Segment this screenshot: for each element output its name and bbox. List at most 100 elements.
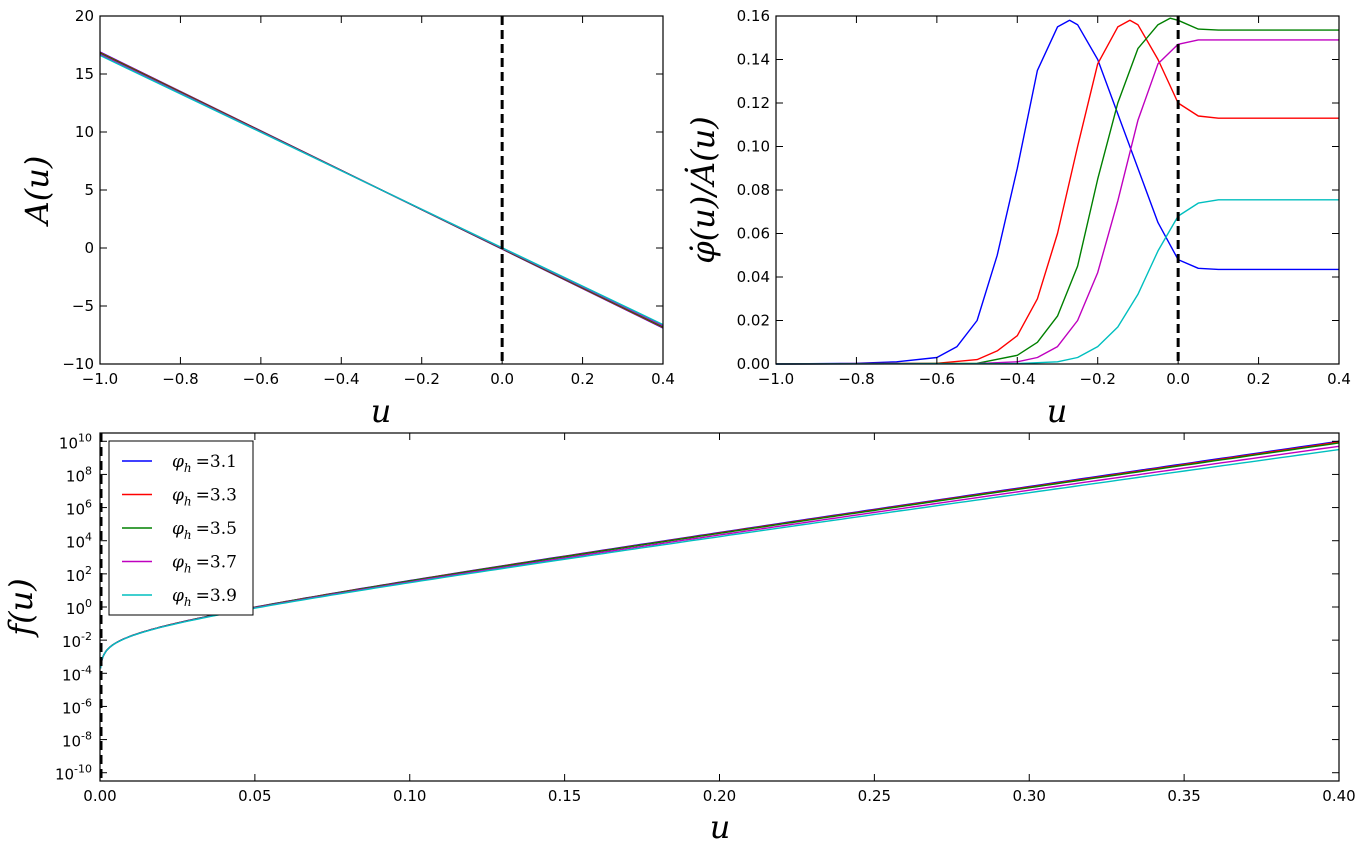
legend-subscript: h [184,595,192,609]
y-tick-label: 108 [66,464,92,485]
y-tick-exponent: -10 [74,763,92,776]
legend-value: =3.3 [196,486,237,506]
x-tick-label: 0.30 [1013,787,1046,805]
panel-c-xlabel: u [710,808,731,844]
x-tick-label: −0.4 [999,370,1035,388]
x-tick-label: −0.4 [323,370,359,388]
y-tick-label: 0.02 [737,312,770,330]
legend-value: =3.1 [196,452,237,472]
legend-value: =3.9 [196,586,237,606]
y-tick-label: 0.12 [737,94,770,112]
panel-b: −1.0 −0.8 −0.6 −0.4 −0.2 0.0 0.2 0.4 0.00 0.02 0.0… [684,7,1351,430]
series-line-0 [775,19,1339,365]
y-tick-exponent: 4 [85,531,92,544]
panel-c-legend: φh =3.1φh =3.3φh =3.5φh =3.7φh =3.9 [108,440,254,616]
y-tick-base: 10 [66,501,85,519]
y-tick-label: 0.06 [737,225,770,243]
legend-symbol: φ [172,486,184,506]
panel-b-ylabel: φ̇(u)/Ȧ(u) [684,116,722,263]
y-tick-label: 102 [66,564,92,585]
y-tick-label: 0.04 [737,268,770,286]
y-tick-exponent: 10 [78,431,92,444]
legend-symbol: φ [172,519,184,539]
x-tick-label: 0.25 [858,787,891,805]
y-tick-exponent: -8 [81,730,92,743]
y-tick-base: 10 [62,699,81,717]
x-tick-label: −0.6 [243,370,279,388]
legend-entry-0: φh =3.1 [172,452,237,475]
y-tick-label: −5 [72,297,94,315]
panel-a-xlabel: u [371,392,392,430]
y-tick-exponent: -4 [81,663,92,676]
panel-a-ylabel: A(u) [18,156,56,228]
y-tick-base: 10 [66,467,85,485]
legend-entry-1: φh =3.3 [172,486,237,509]
x-tick-label: −0.2 [403,370,439,388]
x-tick-label: 0.2 [571,370,595,388]
panel-c: 0.00 0.05 0.10 0.15 0.20 0.25 0.30 0.35 0.4010-1… [2,431,1356,844]
y-tick-label: 106 [66,498,92,519]
x-tick-label: 0.40 [1322,787,1355,805]
x-tick-label: 0.4 [651,370,675,388]
legend-subscript: h [184,461,192,475]
y-tick-exponent: -6 [81,696,92,709]
panel-b-xlabel: u [1047,392,1068,430]
x-tick-label: −1.0 [82,370,118,388]
series-line-4 [99,54,664,326]
x-tick-label: −0.6 [919,370,955,388]
series-line-2 [99,442,1340,669]
series-line-4 [775,199,1339,365]
y-tick-base: 10 [66,534,85,552]
x-tick-label: 0.35 [1167,787,1200,805]
x-tick-label: −0.2 [1079,370,1115,388]
legend-entry-4: φh =3.9 [172,586,237,609]
legend-subscript: h [184,495,192,509]
legend-value: =3.7 [196,553,237,573]
y-tick-base: 10 [62,666,81,684]
panel-c-ylabel: f(u) [2,578,40,637]
series-line-1 [99,441,1340,669]
y-tick-exponent: 6 [85,498,92,511]
panel-b-plot-area [775,16,1339,365]
x-tick-label: 0.2 [1247,370,1271,388]
y-tick-base: 10 [62,633,81,651]
y-tick-label: 10 [75,123,94,141]
panel-c-frame [99,432,1340,782]
x-tick-label: −0.8 [838,370,874,388]
y-tick-base: 10 [55,766,74,784]
y-tick-label: 10-10 [55,763,92,784]
y-tick-label: 0.16 [737,7,770,25]
x-tick-label: 0.0 [490,370,514,388]
legend-subscript: h [184,528,192,542]
y-tick-base: 10 [62,733,81,751]
x-tick-label: 0.00 [83,787,116,805]
panel-b-frame [775,15,1340,365]
legend-symbol: φ [172,586,184,606]
legend-value: =3.5 [196,519,237,539]
x-tick-label: 0.15 [548,787,581,805]
y-tick-label: 10-4 [62,663,92,684]
legend-entry-2: φh =3.5 [172,519,237,542]
y-tick-exponent: 8 [85,464,92,477]
y-tick-label: 0.14 [737,51,770,69]
y-tick-base: 10 [59,434,78,452]
series-line-1 [775,19,1339,365]
panel-b-ticks: −1.0 −0.8 −0.6 −0.4 −0.2 0.0 0.2 0.4 0.00 0.02 0.0… [737,7,1351,388]
panel-a-plot-area [99,16,664,364]
x-tick-label: 0.10 [393,787,426,805]
series-line-3 [775,39,1339,365]
x-tick-label: −0.8 [162,370,198,388]
x-tick-label: −1.0 [758,370,794,388]
series-line-4 [99,448,1340,669]
y-tick-label: 100 [66,597,92,618]
x-tick-label: 0.0 [1166,370,1190,388]
y-tick-exponent: -2 [81,630,92,643]
y-tick-label: 20 [75,7,94,25]
y-tick-base: 10 [66,567,85,585]
x-tick-label: 0.4 [1327,370,1351,388]
y-tick-label: 1010 [59,431,92,452]
y-tick-label: 0 [84,239,94,257]
y-tick-base: 10 [66,600,85,618]
y-tick-label: 10-6 [62,696,92,717]
